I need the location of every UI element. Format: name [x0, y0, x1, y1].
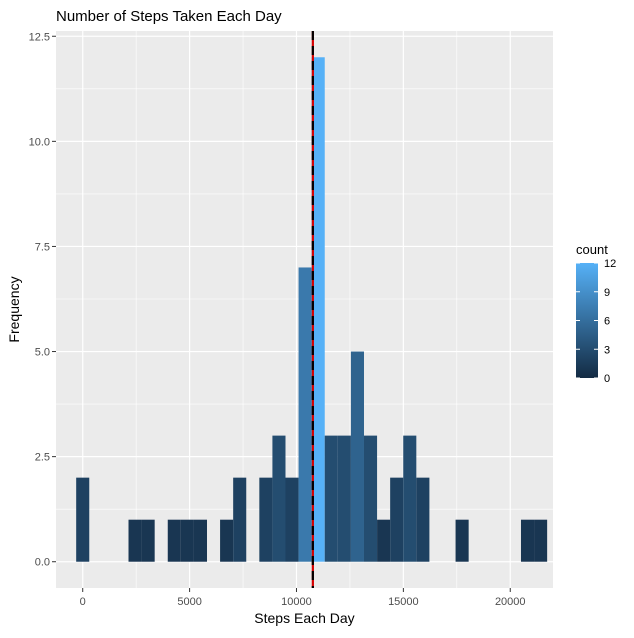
histogram-bar [390, 478, 403, 562]
histogram-bar [521, 520, 534, 562]
y-tick-label: 0.0 [35, 557, 50, 569]
histogram-bar [181, 520, 194, 562]
histogram-bar [233, 478, 246, 562]
x-tick-label: 15000 [388, 596, 419, 608]
legend-tick-label: 3 [604, 344, 610, 356]
x-tick-label: 10000 [281, 596, 312, 608]
legend-tick-label: 9 [604, 287, 610, 299]
histogram-bar [272, 436, 285, 562]
chart-title: Number of Steps Taken Each Day [56, 8, 282, 25]
histogram-bar [220, 520, 233, 562]
y-axis-label: Frequency [6, 276, 22, 342]
histogram-bar [285, 478, 298, 562]
histogram-bar [377, 520, 390, 562]
histogram-bar [456, 520, 469, 562]
histogram-bar [299, 267, 312, 561]
histogram-bar [168, 520, 181, 562]
histogram-bar [129, 520, 142, 562]
x-tick-label: 0 [80, 596, 86, 608]
color-legend: count 0 3 6 9 12 [576, 242, 616, 385]
x-tick-label: 20000 [495, 596, 526, 608]
histogram-bar [338, 436, 351, 562]
y-tick-label: 7.5 [35, 241, 50, 253]
legend-title: count [576, 242, 608, 257]
histogram-bar [142, 520, 155, 562]
x-axis-label: Steps Each Day [254, 610, 354, 626]
histogram-bar [259, 478, 272, 562]
histogram-bar [194, 520, 207, 562]
y-tick-label: 2.5 [35, 452, 50, 464]
y-tick-label: 12.5 [29, 31, 50, 43]
y-tick-label: 5.0 [35, 347, 50, 359]
y-tick-label: 10.0 [29, 136, 50, 148]
legend-tick-label: 0 [604, 373, 610, 385]
legend-tick-label: 6 [604, 316, 610, 328]
legend-tick-label: 12 [604, 258, 616, 270]
histogram-bar [351, 352, 364, 562]
y-axis-ticks: 0.0 2.5 5.0 7.5 10.0 12.5 [29, 31, 56, 568]
histogram-bar [416, 478, 429, 562]
histogram-bar [534, 520, 547, 562]
histogram-bar [76, 478, 89, 562]
x-tick-label: 5000 [177, 596, 201, 608]
histogram-bar [364, 436, 377, 562]
x-axis-ticks: 0 5000 10000 15000 20000 [80, 588, 526, 608]
histogram-bar [403, 436, 416, 562]
histogram-bar [325, 436, 338, 562]
